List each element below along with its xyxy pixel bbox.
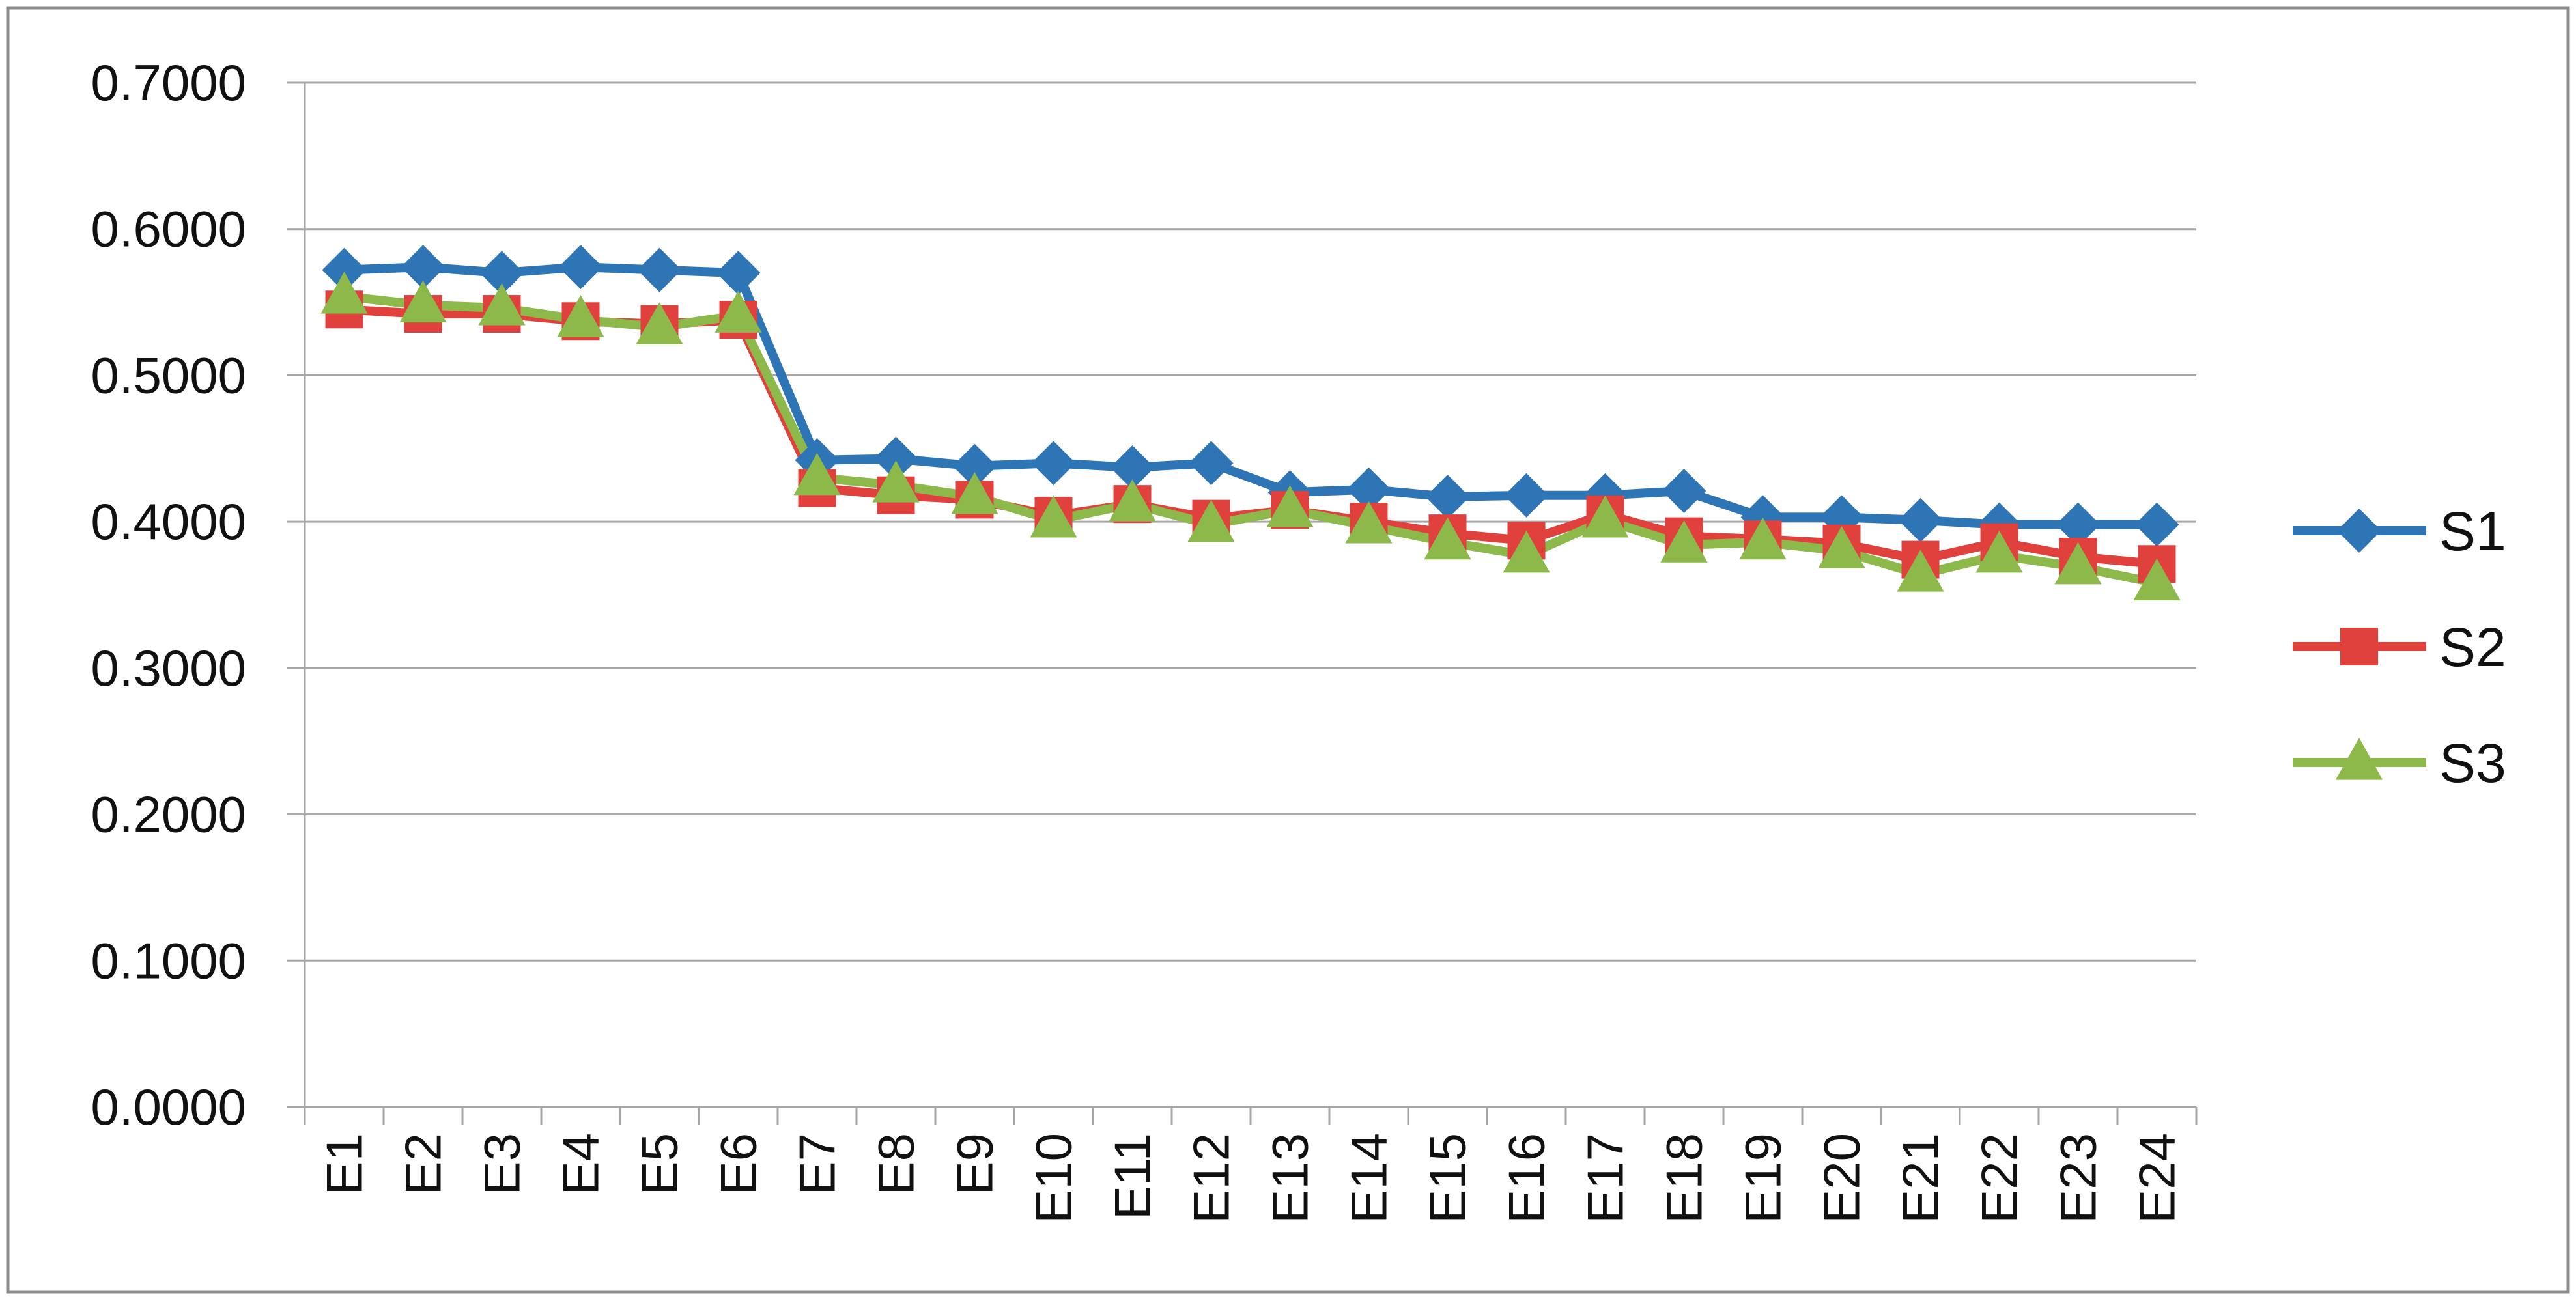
x-tick-label: E23: [2050, 1133, 2107, 1223]
x-tick-label: E9: [946, 1133, 1004, 1195]
data-point-s1: [2134, 502, 2179, 547]
axes: 0.0000 0.1000 0.2000 0.3000 0.4000 0.5000 0.60…: [91, 54, 2198, 1223]
data-point-s3: [320, 272, 368, 314]
x-tick-label: E14: [1340, 1133, 1398, 1223]
data-point-s1: [1189, 441, 1234, 486]
x-tick-label: E11: [1104, 1133, 1161, 1220]
data-point-s3: [1109, 479, 1156, 522]
data-point-s1: [1425, 474, 1470, 519]
y-tick-label: 0.5000: [91, 346, 246, 404]
data-point-s3: [1030, 495, 1077, 538]
x-tick-label: E2: [395, 1133, 452, 1195]
x-tick-label: E4: [552, 1133, 610, 1195]
data-point-s1: [952, 443, 997, 488]
data-point-s3: [1187, 499, 1235, 542]
data-point-s1: [1662, 468, 1706, 513]
x-tick-label: E3: [474, 1133, 531, 1195]
data-point-s3: [1345, 501, 1393, 544]
series-markers: [320, 245, 2181, 601]
data-point-s1: [1346, 467, 1391, 512]
y-tick-label: 0.7000: [91, 54, 246, 111]
data-point-s1: [558, 245, 603, 290]
x-tick-label: E1: [316, 1133, 373, 1195]
x-tick-label: E17: [1577, 1133, 1634, 1223]
x-tick-label: E10: [1025, 1133, 1083, 1223]
data-point-s1: [1031, 441, 1076, 486]
data-point-s3: [1266, 485, 1314, 527]
x-tick-label: E19: [1734, 1133, 1792, 1223]
data-point-s3: [793, 453, 841, 496]
data-point-s1: [322, 247, 367, 292]
data-point-s3: [951, 471, 998, 514]
x-tick-label: E21: [1892, 1133, 1949, 1223]
data-point-s1: [716, 251, 761, 296]
x-tick-label: E15: [1419, 1133, 1477, 1223]
x-tick-label: E24: [2129, 1133, 2186, 1223]
data-point-s1: [401, 245, 446, 290]
chart-border: [6, 6, 2570, 1294]
data-point-s1: [873, 436, 918, 481]
legend-label-s2: S2: [2439, 617, 2506, 678]
data-point-s3: [1897, 550, 1944, 592]
legend-marker-s3: [2335, 738, 2383, 780]
data-point-s1: [1110, 445, 1155, 490]
x-tick-label: E16: [1498, 1133, 1555, 1223]
legend-label-s1: S1: [2439, 501, 2506, 562]
x-tick-label: E20: [1813, 1133, 1871, 1223]
gridlines: [305, 81, 2196, 962]
data-point-s1: [2056, 502, 2101, 547]
x-tick-label: E12: [1183, 1133, 1240, 1223]
data-point-s3: [1581, 495, 1629, 538]
data-point-s3: [872, 460, 920, 503]
legend-label-s3: S3: [2439, 733, 2506, 794]
data-point-s3: [2133, 558, 2181, 601]
data-point-s3: [2054, 542, 2102, 585]
y-tick-label: 0.1000: [91, 932, 246, 989]
data-point-s1: [1898, 497, 1943, 542]
data-point-s3: [478, 283, 526, 326]
legend: S1 S2 S3: [2293, 501, 2506, 794]
y-tick-label: 0.4000: [91, 493, 246, 550]
data-point-s3: [715, 290, 762, 333]
data-point-s3: [1975, 530, 2023, 573]
y-tick-label: 0.0000: [91, 1078, 246, 1136]
data-point-s3: [1739, 517, 1787, 560]
data-point-s3: [399, 280, 447, 323]
x-tick-label: E8: [868, 1133, 925, 1195]
data-point-s3: [557, 295, 604, 337]
data-point-s3: [1503, 530, 1550, 573]
data-point-s3: [636, 302, 683, 344]
legend-marker-s2: [2340, 628, 2378, 665]
data-point-s1: [479, 251, 524, 296]
y-tick-label: 0.3000: [91, 639, 246, 697]
x-tick-label: E13: [1262, 1133, 1319, 1223]
legend-marker-s1: [2337, 509, 2381, 553]
data-point-s1: [637, 247, 682, 292]
x-tick-label: E7: [789, 1133, 846, 1195]
data-point-s3: [1660, 520, 1708, 563]
x-tick-label: E6: [710, 1133, 767, 1195]
x-tick-label: E18: [1656, 1133, 1713, 1223]
data-point-s3: [1424, 517, 1471, 560]
data-point-s3: [1818, 526, 1865, 568]
x-tick-label: E22: [1971, 1133, 2028, 1223]
y-tick-label: 0.2000: [91, 786, 246, 843]
x-tick-label: E5: [631, 1133, 688, 1195]
y-tick-label: 0.6000: [91, 201, 246, 258]
data-point-s1: [1504, 473, 1549, 518]
